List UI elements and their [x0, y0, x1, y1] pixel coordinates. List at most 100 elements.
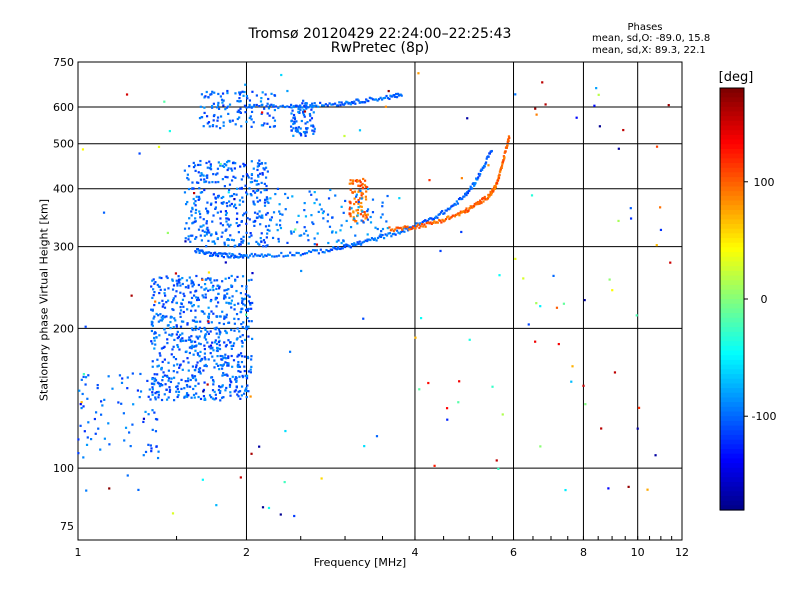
- echo-point: [222, 165, 226, 169]
- trace-point: [458, 214, 461, 217]
- trace-point: [225, 253, 228, 256]
- echo-point: [150, 450, 153, 453]
- echo-point: [256, 162, 260, 165]
- colorbar-segment: [720, 167, 744, 173]
- echo-point: [220, 358, 223, 361]
- echo-point: [191, 234, 194, 237]
- echo-point: [203, 347, 206, 351]
- echo-point: [199, 163, 202, 167]
- echo-point: [317, 210, 320, 214]
- noise-point: [582, 384, 585, 387]
- echo-point: [221, 224, 225, 227]
- echo-point: [83, 430, 86, 433]
- echo-point: [186, 173, 189, 176]
- echo-point: [223, 243, 226, 246]
- echo-point: [195, 181, 199, 184]
- trace-point: [353, 242, 356, 245]
- echo-point: [82, 456, 85, 459]
- trace-point: [442, 212, 445, 215]
- echo-point: [379, 216, 383, 219]
- echo-point: [234, 389, 237, 392]
- echo-point: [250, 160, 253, 163]
- echo-point: [221, 101, 224, 104]
- echo-point: [248, 218, 251, 221]
- y-tick-label: 400: [53, 183, 74, 196]
- echo-point: [171, 301, 174, 304]
- noise-point: [445, 407, 449, 410]
- colorbar-segment: [720, 195, 744, 202]
- echo-point: [360, 201, 363, 205]
- trace-point: [502, 155, 505, 158]
- echo-point: [244, 184, 247, 187]
- noise-point: [611, 289, 614, 292]
- echo-point: [256, 242, 260, 245]
- echo-point: [342, 211, 345, 214]
- colorbar-segment: [720, 252, 744, 258]
- echo-point: [184, 286, 187, 289]
- noise-point: [171, 512, 175, 515]
- echo-point: [176, 282, 179, 285]
- trace-point: [348, 245, 351, 248]
- echo-point: [245, 389, 249, 393]
- echo-point: [208, 345, 211, 348]
- noise-point: [544, 103, 547, 106]
- trace-point: [430, 217, 433, 220]
- trace-point: [321, 250, 324, 254]
- echo-point: [357, 202, 360, 205]
- echo-point: [257, 175, 260, 178]
- echo-point: [197, 327, 200, 331]
- echo-point: [78, 389, 81, 392]
- trace-point: [289, 251, 292, 254]
- echo-point: [225, 316, 228, 319]
- echo-point: [223, 341, 226, 344]
- echo-point: [192, 353, 195, 356]
- echo-point: [269, 219, 273, 222]
- echo-point: [221, 280, 224, 283]
- noise-point: [286, 89, 289, 93]
- echo-point: [211, 180, 214, 184]
- noise-point: [81, 148, 85, 151]
- echo-point: [237, 395, 240, 398]
- trace-point: [451, 214, 454, 217]
- trace-point: [507, 138, 510, 141]
- echo-point: [190, 296, 194, 300]
- echo-point: [381, 227, 385, 231]
- echo-point: [235, 338, 238, 341]
- echo-point: [236, 117, 239, 121]
- echo-point: [187, 377, 190, 380]
- noise-point: [427, 381, 430, 385]
- echo-point: [203, 381, 206, 384]
- echo-point: [366, 233, 369, 236]
- echo-point: [237, 231, 240, 234]
- echo-point: [176, 345, 180, 349]
- trace-point: [402, 226, 405, 229]
- echo-point: [255, 94, 258, 97]
- echo-point: [157, 364, 160, 367]
- trace-point: [352, 101, 355, 105]
- trace-point: [508, 136, 511, 140]
- echo-point: [243, 165, 246, 168]
- echo-point: [234, 244, 237, 247]
- trace-point: [437, 213, 440, 216]
- echo-point: [327, 241, 330, 245]
- colorbar-segment: [720, 327, 744, 333]
- echo-point: [199, 159, 202, 163]
- echo-point: [263, 168, 266, 171]
- trace-point: [388, 226, 391, 229]
- echo-point: [165, 301, 168, 304]
- trace-point: [307, 250, 311, 253]
- echo-point: [191, 285, 194, 288]
- echo-point: [150, 329, 154, 333]
- echo-point: [191, 374, 194, 377]
- echo-point: [213, 359, 216, 362]
- echo-point: [179, 338, 182, 341]
- echo-point: [255, 179, 259, 183]
- echo-point: [194, 309, 197, 312]
- trace-point: [439, 219, 442, 222]
- echo-point: [144, 410, 147, 414]
- trace-point: [229, 256, 232, 259]
- trace-point: [465, 193, 468, 197]
- echo-point: [202, 125, 205, 128]
- echo-point: [154, 281, 157, 284]
- echo-point: [217, 292, 220, 296]
